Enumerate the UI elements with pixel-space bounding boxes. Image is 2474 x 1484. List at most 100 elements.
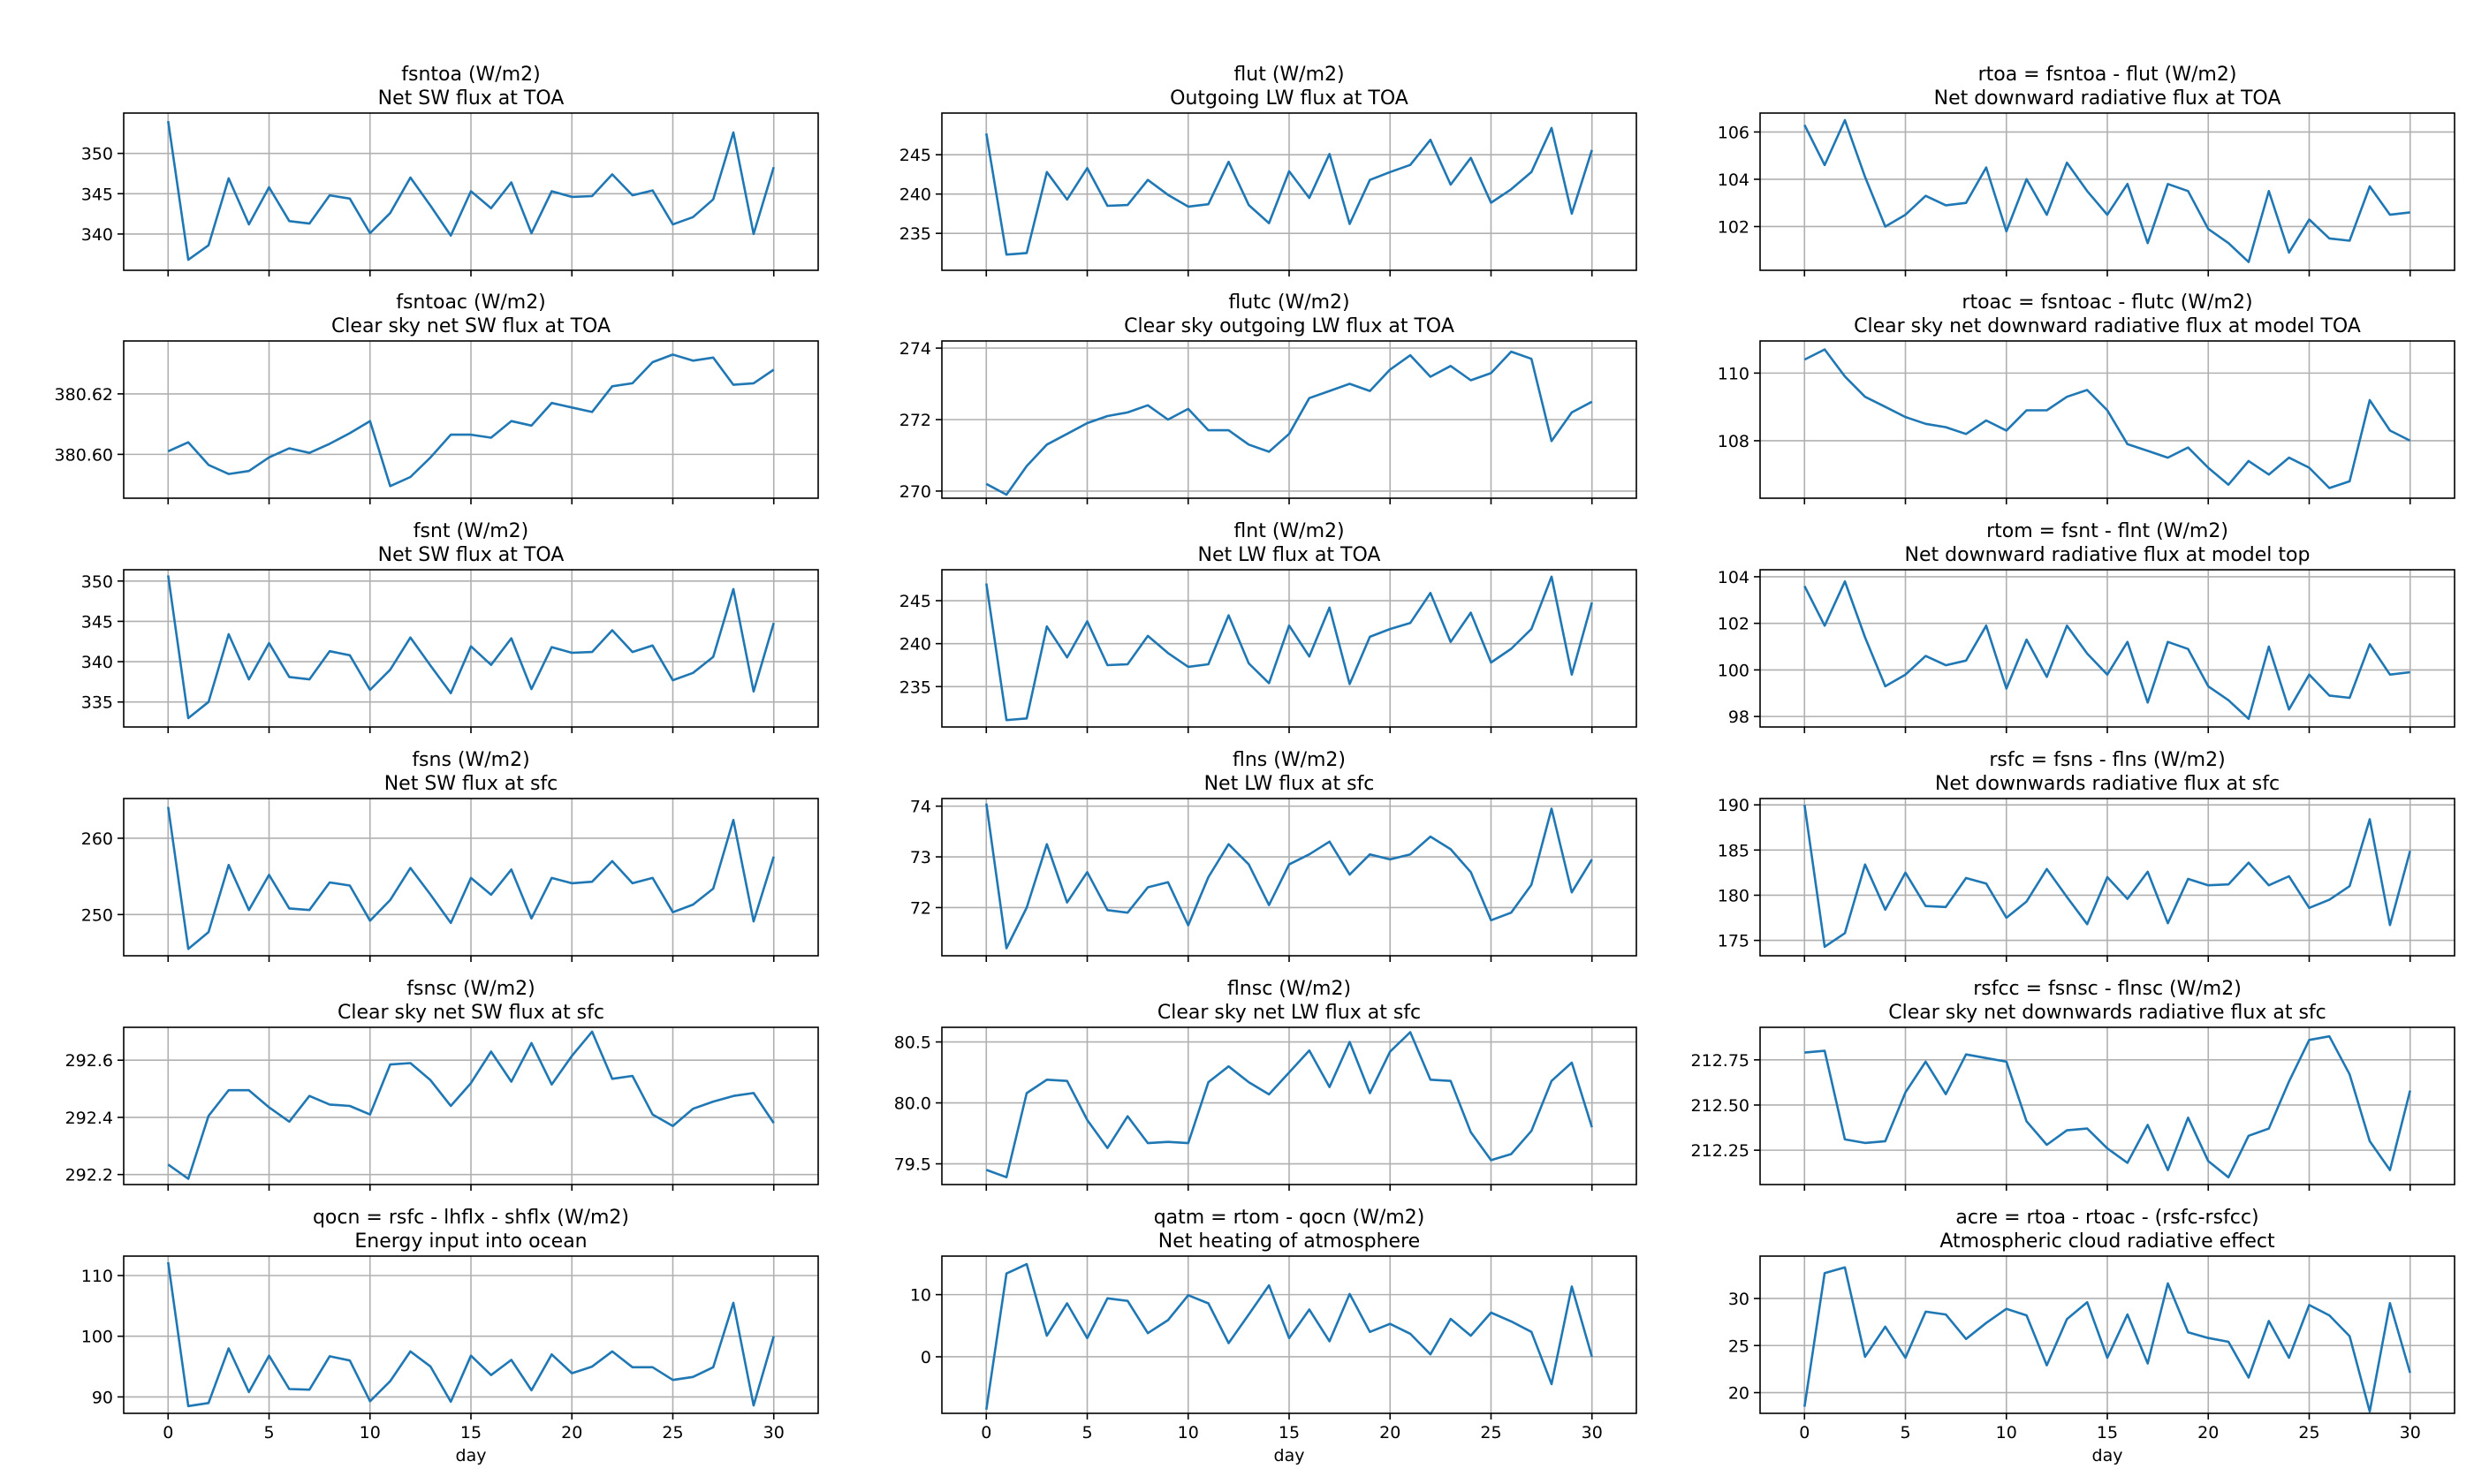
x-tick-label: 30: [763, 1423, 785, 1442]
y-tick-label: 98: [1728, 708, 1749, 727]
x-axis-label: day: [1274, 1446, 1305, 1465]
chart-subtitle: Clear sky net LW flux at sfc: [1157, 1002, 1421, 1024]
y-tick-label: 292.4: [65, 1109, 113, 1128]
series-line: [167, 575, 775, 720]
y-tick-label: 245: [899, 592, 931, 611]
subplot-panel: 79.5 80.0 80.5 flnsc (W/m2)Clear sky net LW…: [894, 978, 1637, 1191]
series-line: [167, 353, 775, 488]
subplot-panel: 292.2 292.4 292.6 fsnsc (W/m2)Clear sky net…: [65, 978, 819, 1191]
chart-subtitle: Clear sky net SW flux at sfc: [338, 1002, 604, 1024]
y-tick-label: 340: [81, 653, 113, 672]
x-tick-label: 15: [1279, 1423, 1300, 1442]
chart-title: fsnt (W/m2): [414, 520, 529, 542]
y-tick-label: 100: [81, 1328, 113, 1347]
chart-subtitle: Net downward radiative flux at model top: [1905, 544, 2311, 566]
y-tick-label: 73: [910, 848, 931, 867]
series-line: [985, 803, 1593, 950]
y-tick-label: 108: [1718, 432, 1749, 451]
y-tick-label: 335: [81, 693, 113, 713]
y-tick-label: 350: [81, 572, 113, 592]
y-tick-label: 90: [92, 1388, 113, 1407]
subplot-panel: 212.25 212.50 212.75 rsfcc = fsnsc - flnsc …: [1691, 978, 2455, 1191]
y-tick-label: 212.75: [1691, 1051, 1749, 1071]
y-tick-label: 212.50: [1691, 1096, 1749, 1116]
y-tick-label: 180: [1718, 886, 1749, 905]
y-tick-label: 350: [81, 145, 113, 164]
chart-title: rtom = fsnt - flnt (W/m2): [1986, 520, 2228, 542]
series-line: [1803, 1266, 2411, 1413]
x-tick-label: 0: [1799, 1423, 1810, 1442]
x-axis-label: day: [2092, 1446, 2123, 1465]
chart-subtitle: Energy input into ocean: [354, 1230, 587, 1253]
x-tick-label: 20: [2197, 1423, 2219, 1442]
subplot-panel: 98 100 102 104 rtom = fsnt - flnt (W/m2)Net …: [1718, 520, 2455, 733]
chart-subtitle: Clear sky net SW flux at TOA: [331, 315, 611, 337]
subplot-panel: 0 5 10 15 20 25 30 90 100 110 qocn = rsfc - lhflx …: [81, 1207, 819, 1465]
y-tick-label: 102: [1718, 615, 1749, 634]
chart-title: rtoa = fsntoa - flut (W/m2): [1978, 64, 2237, 86]
chart-subtitle: Net SW flux at TOA: [378, 87, 565, 110]
y-tick-label: 292.6: [65, 1051, 113, 1071]
x-tick-label: 15: [460, 1423, 482, 1442]
chart-subtitle: Net LW flux at sfc: [1204, 773, 1375, 795]
subplot-panel: 175 180 185 190 rsfc = fsns - flns (W/m2)Net…: [1718, 749, 2455, 962]
y-tick-label: 25: [1728, 1336, 1749, 1356]
y-tick-label: 245: [899, 146, 931, 165]
x-tick-label: 0: [981, 1423, 991, 1442]
x-tick-label: 10: [1178, 1423, 1199, 1442]
y-tick-label: 10: [910, 1286, 931, 1306]
subplot-panel: 250 260 fsns (W/m2)Net SW flux at sfc: [81, 749, 819, 962]
subplot-panel: 235 240 245 flut (W/m2)Outgoing LW flux at …: [899, 64, 1637, 276]
y-tick-label: 272: [899, 411, 931, 430]
subplot-panel: 0 5 10 15 20 25 30 0 10 qatm = rtom - qocn (W/m2)…: [910, 1207, 1637, 1465]
y-tick-label: 106: [1718, 123, 1749, 142]
y-tick-label: 104: [1718, 568, 1749, 587]
y-tick-label: 20: [1728, 1384, 1749, 1404]
series-line: [1803, 118, 2410, 263]
series-line: [167, 120, 775, 261]
y-tick-label: 250: [81, 905, 113, 925]
x-tick-label: 5: [1081, 1423, 1092, 1442]
y-tick-label: 212.25: [1691, 1141, 1749, 1161]
subplot-panel: 270 272 274 flutc (W/m2)Clear sky outgoing …: [899, 292, 1637, 504]
subplot-panel: 335 340 345 350 fsnt (W/m2)Net SW flux at TO…: [81, 520, 819, 733]
series-line: [1803, 805, 2411, 949]
chart-title: flns (W/m2): [1233, 749, 1346, 771]
x-tick-label: 15: [2097, 1423, 2118, 1442]
y-tick-label: 104: [1718, 170, 1749, 190]
series-line: [985, 350, 1593, 496]
x-tick-label: 5: [263, 1423, 274, 1442]
y-tick-label: 185: [1718, 841, 1749, 860]
chart-title: qocn = rsfc - lhflx - shflx (W/m2): [313, 1207, 629, 1229]
x-tick-label: 20: [561, 1423, 582, 1442]
y-tick-label: 380.60: [55, 445, 113, 465]
chart-title: rtoac = fsntoac - flutc (W/m2): [1962, 292, 2252, 314]
x-tick-label: 0: [163, 1423, 173, 1442]
chart-subtitle: Clear sky outgoing LW flux at TOA: [1124, 315, 1454, 337]
series-line: [167, 806, 775, 950]
y-tick-label: 240: [899, 635, 931, 655]
x-tick-label: 25: [2298, 1423, 2319, 1442]
y-tick-label: 72: [910, 898, 931, 918]
chart-title: qatm = rtom - qocn (W/m2): [1154, 1207, 1425, 1229]
x-tick-label: 10: [1996, 1423, 2017, 1442]
chart-subtitle: Net SW flux at sfc: [384, 773, 558, 795]
series-line: [985, 126, 1593, 256]
series-line: [985, 575, 1593, 722]
series-line: [1803, 579, 2410, 721]
series-line: [985, 1031, 1593, 1178]
y-tick-label: 380.62: [55, 385, 113, 405]
x-tick-label: 5: [1900, 1423, 1910, 1442]
y-tick-label: 345: [81, 612, 113, 632]
chart-title: rsfcc = fsnsc - flnsc (W/m2): [1973, 978, 2242, 1000]
x-tick-label: 30: [1582, 1423, 1603, 1442]
chart-subtitle: Outgoing LW flux at TOA: [1170, 87, 1408, 110]
y-tick-label: 175: [1718, 932, 1749, 951]
x-tick-label: 20: [1379, 1423, 1400, 1442]
chart-title: fsnsc (W/m2): [406, 978, 535, 1000]
subplot-panel: 108 110 rtoac = fsntoac - flutc (W/m2)Clea…: [1718, 292, 2455, 504]
chart-title: fsntoa (W/m2): [401, 64, 540, 86]
chart-subtitle: Clear sky net downwards radiative flux a…: [1888, 1002, 2326, 1024]
chart-subtitle: Net LW flux at TOA: [1198, 544, 1381, 566]
y-tick-label: 74: [910, 798, 931, 817]
